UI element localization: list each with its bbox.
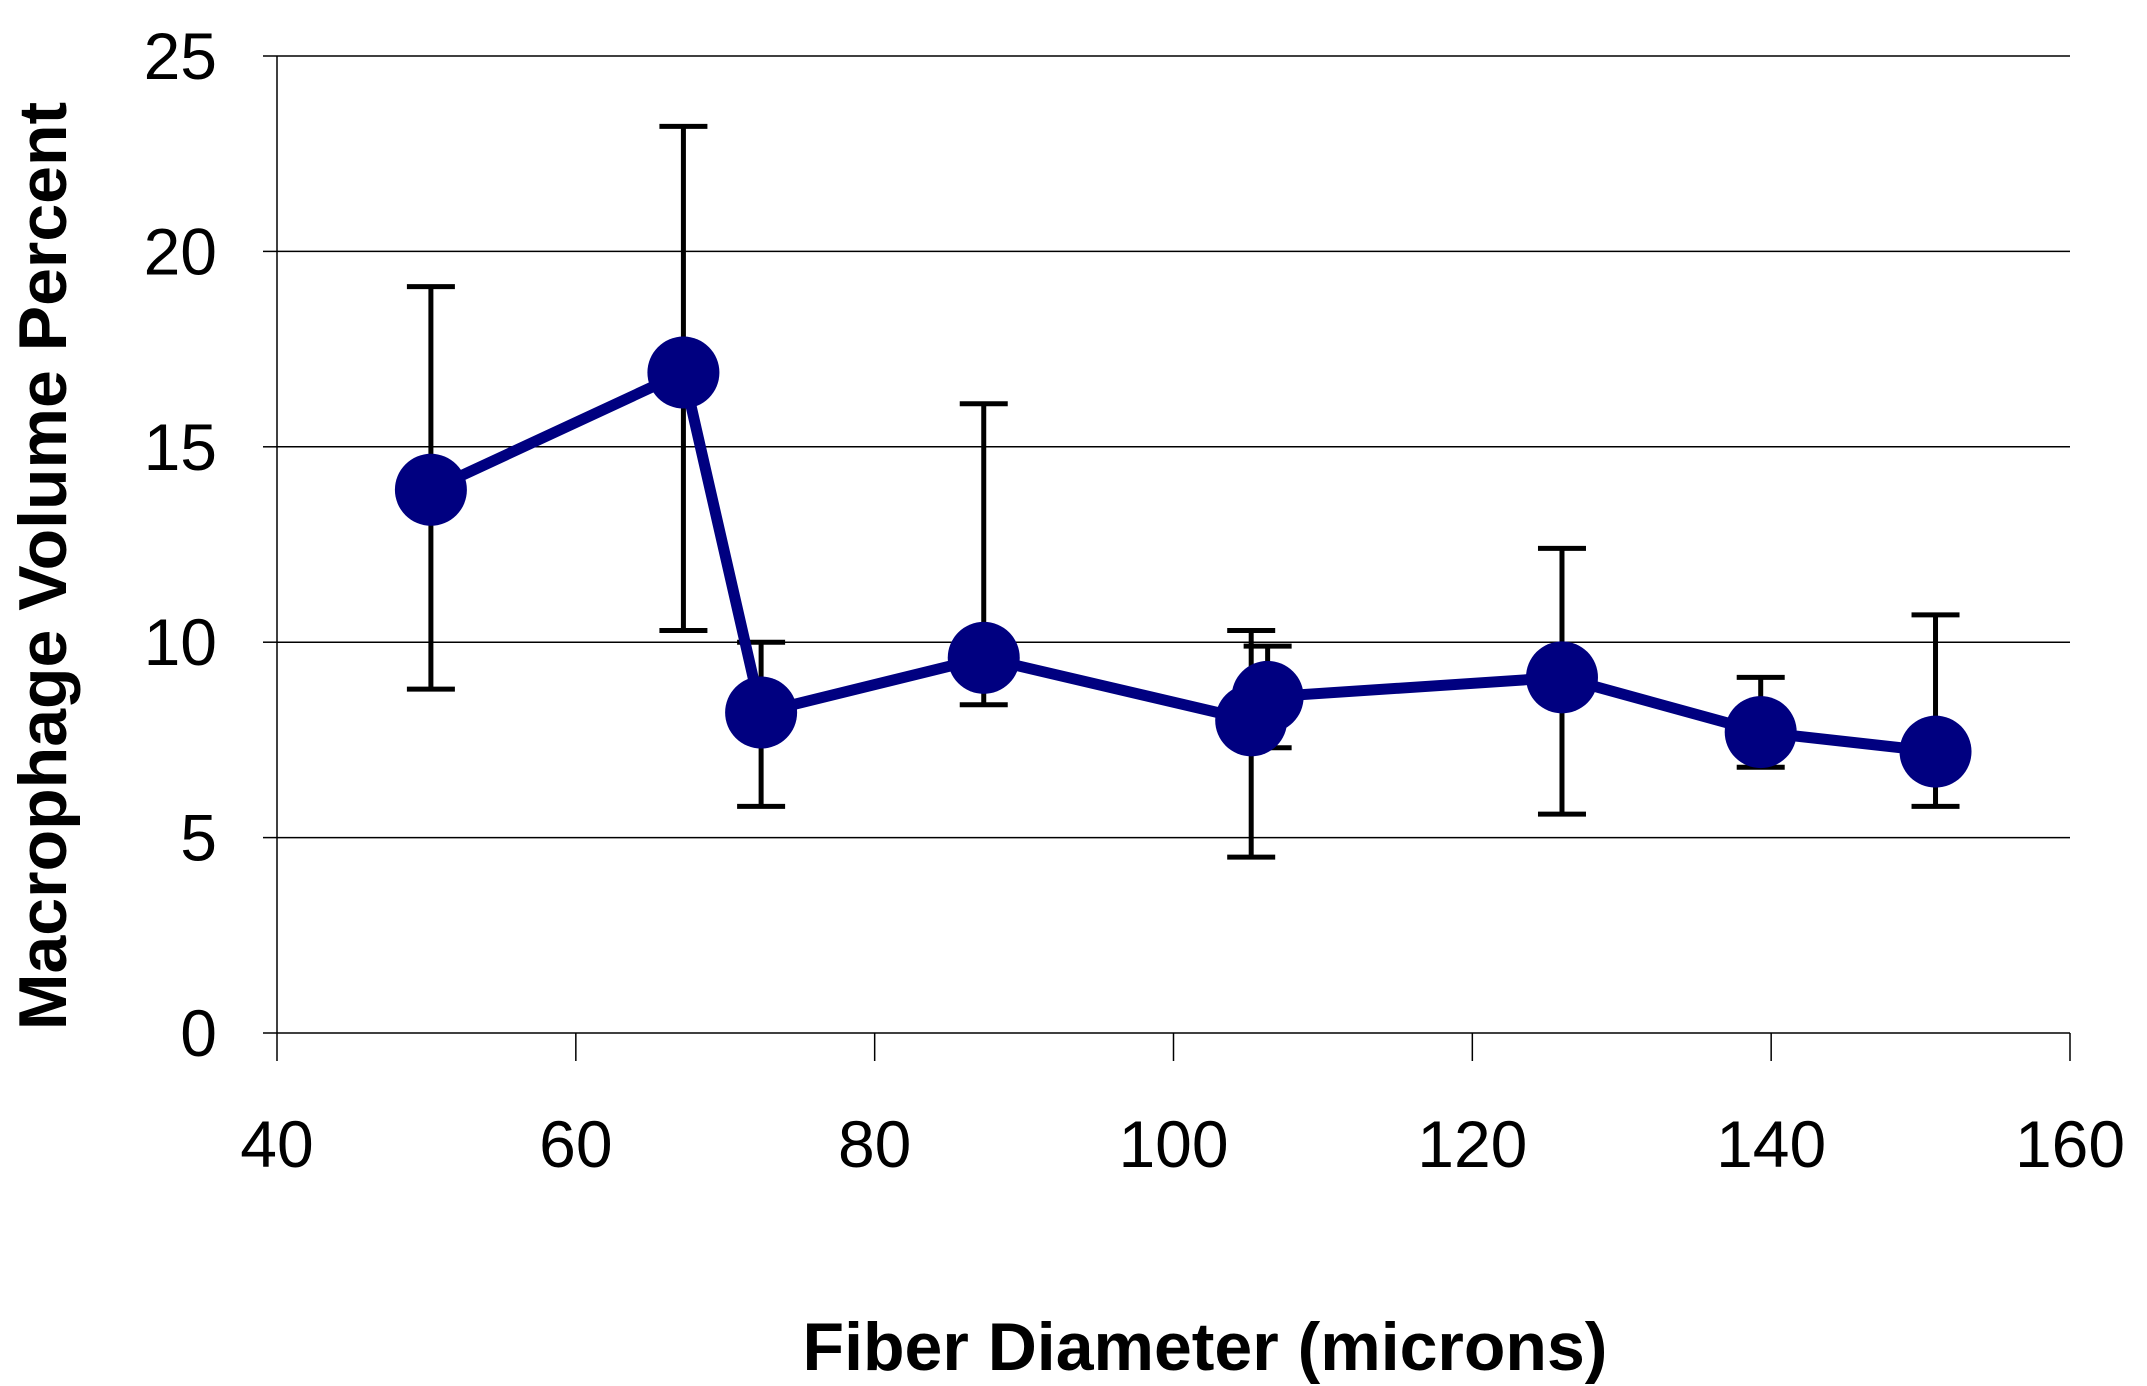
y-tick-label: 10 bbox=[144, 605, 217, 679]
y-tick-label: 5 bbox=[180, 801, 217, 875]
tick-labels: 0 5 10 15 20 25 40 60 80 100 120 140 160 bbox=[144, 19, 2125, 1181]
data-point bbox=[647, 336, 720, 409]
data-points bbox=[394, 336, 1972, 788]
data-point bbox=[1724, 696, 1797, 769]
x-axis-title: Fiber Diameter (microns) bbox=[803, 1309, 1608, 1385]
data-point bbox=[394, 453, 467, 526]
y-tick-label: 20 bbox=[144, 214, 217, 288]
y-tick-label: 0 bbox=[180, 996, 217, 1070]
data-point bbox=[1525, 641, 1598, 714]
x-tick-label: 40 bbox=[240, 1107, 313, 1181]
series-line-0 bbox=[428, 367, 1937, 758]
data-point bbox=[1899, 715, 1972, 788]
data-point bbox=[725, 676, 798, 749]
x-tick-label: 140 bbox=[1716, 1107, 1826, 1181]
x-tick-label: 60 bbox=[539, 1107, 612, 1181]
gridlines bbox=[277, 55, 2070, 839]
x-tick-label: 80 bbox=[838, 1107, 911, 1181]
data-point bbox=[947, 621, 1020, 694]
x-tick-label: 100 bbox=[1118, 1107, 1228, 1181]
y-tick-label: 25 bbox=[144, 19, 217, 93]
x-tick-label: 160 bbox=[2015, 1107, 2125, 1181]
error-bars bbox=[406, 123, 1960, 860]
x-tick-label: 120 bbox=[1417, 1107, 1527, 1181]
data-point bbox=[1231, 660, 1304, 733]
axes bbox=[263, 55, 2071, 1061]
y-axis-title: Macrophage Volume Percent bbox=[5, 102, 81, 1030]
y-tick-label: 15 bbox=[144, 410, 217, 484]
series-line bbox=[428, 367, 1937, 758]
